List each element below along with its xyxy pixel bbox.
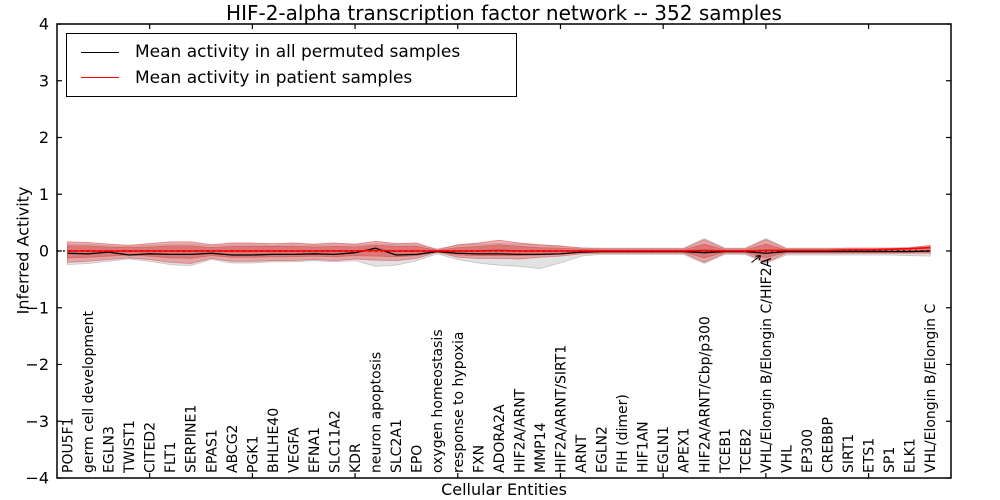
y-tick-label: −1: [25, 298, 49, 317]
y-tick-label: 1: [39, 185, 49, 204]
y-tick-label: −3: [25, 412, 49, 431]
patient-mean-line: [67, 246, 931, 252]
x-category-label: KDR: [348, 443, 364, 473]
x-category-label: FLT1: [163, 442, 179, 473]
x-category-label: ADORA2A: [492, 404, 508, 473]
x-category-label: VEGFA: [286, 427, 302, 473]
x-category-label: APEX1: [677, 428, 693, 473]
x-category-label: SERPINE1: [184, 405, 200, 473]
x-category-label: PGK1: [245, 436, 261, 473]
x-category-label: POU5F1: [61, 417, 77, 473]
x-category-label: EGLN1: [656, 426, 672, 473]
y-tick-label: 2: [39, 128, 49, 147]
x-category-label: SLC2A1: [389, 419, 405, 473]
x-category-label: SLC11A2: [328, 410, 344, 473]
legend: Mean activity in all permuted samples Me…: [66, 33, 517, 97]
x-category-label: TWIST1: [122, 420, 138, 474]
y-axis-title: Inferred Activity: [13, 186, 33, 315]
x-category-label: ARNT: [574, 434, 590, 473]
x-category-label: TCEB2: [738, 428, 754, 474]
x-category-label: response to hypoxia: [451, 332, 467, 473]
legend-line-red: [81, 77, 119, 79]
mouse-cursor: [751, 254, 762, 263]
x-category-label: HIF2A/ARNT/SIRT1: [553, 345, 569, 473]
x-category-label: ETS1: [862, 438, 878, 473]
x-category-label: CITED2: [143, 422, 159, 473]
legend-line-black: [81, 51, 119, 53]
chart-title: HIF-2-alpha transcription factor network…: [226, 1, 782, 25]
x-category-label: CREBBP: [820, 417, 836, 473]
x-category-label: HIF2A/ARNT/Cbp/p300: [697, 316, 713, 473]
x-category-label: HIF2A/ARNT: [512, 388, 528, 473]
x-category-label: germ cell development: [81, 310, 97, 473]
y-tick-label: −4: [25, 469, 49, 488]
y-tick-label: 0: [39, 242, 49, 261]
x-category-label: ELK1: [903, 438, 919, 473]
x-category-label: BHLHE40: [266, 408, 282, 473]
y-tick-label: 4: [39, 15, 49, 34]
x-category-label: EGLN2: [595, 426, 611, 473]
permuted-mean-line: [67, 247, 931, 256]
x-axis-title: Cellular Entities: [441, 480, 567, 499]
x-category-label: neuron apoptosis: [369, 352, 385, 473]
legend-label-permuted: Mean activity in all permuted samples: [135, 42, 461, 63]
x-category-label: oxygen homeostasis: [430, 329, 446, 473]
x-category-label: VHL/Elongin B/Elongin C: [923, 304, 939, 473]
x-category-label: TCEB1: [718, 428, 734, 474]
x-category-label: SP1: [882, 447, 898, 473]
x-category-label: VHL: [779, 445, 795, 473]
x-category-label: EGLN3: [102, 426, 118, 473]
x-category-label: EFNA1: [307, 427, 323, 473]
x-category-label: MMP14: [533, 422, 549, 473]
red-band-outer-patient-spread: [67, 239, 931, 264]
x-category-label: FIH (dimer): [615, 394, 631, 473]
x-category-label: VHL/Elongin B/Elongin C/HIF2A: [759, 257, 775, 473]
y-tick-label: −2: [25, 355, 49, 374]
x-category-label: FXN: [471, 445, 487, 473]
x-category-label: EPAS1: [204, 429, 220, 473]
legend-entry-patient: Mean activity in patient samples: [81, 68, 510, 88]
y-tick-label: 3: [39, 71, 49, 90]
x-category-label: EPO: [410, 445, 426, 473]
x-category-label: SIRT1: [841, 434, 857, 473]
x-category-label: HIF1AN: [636, 421, 652, 473]
legend-entry-permuted: Mean activity in all permuted samples: [81, 42, 510, 62]
legend-label-patient: Mean activity in patient samples: [135, 67, 413, 88]
x-category-label: EP300: [800, 429, 816, 473]
x-category-label: ABCG2: [225, 425, 241, 473]
